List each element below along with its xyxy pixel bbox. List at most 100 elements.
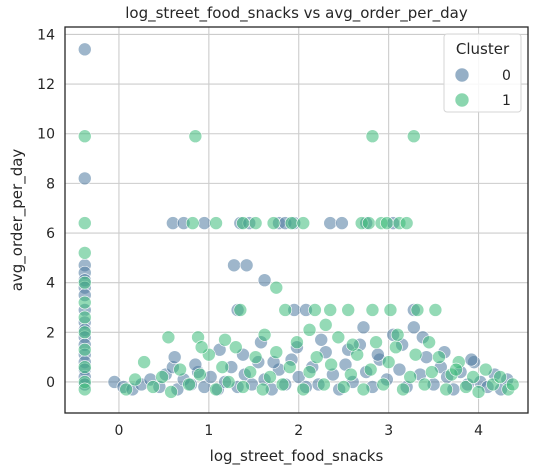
data-point-cluster-1	[471, 385, 486, 399]
data-point-cluster-1	[428, 303, 443, 317]
data-point-cluster-1	[284, 216, 299, 230]
data-point-cluster-1	[302, 365, 317, 379]
data-point-cluster-1	[243, 365, 257, 379]
data-point-cluster-1	[128, 372, 142, 387]
data-point-cluster-1	[302, 323, 317, 337]
data-point-cluster-1	[389, 340, 403, 355]
data-point-cluster-1	[478, 362, 493, 377]
data-point-cluster-1	[137, 355, 151, 369]
data-point-cluster-1	[236, 380, 250, 394]
data-point-cluster-0	[167, 350, 182, 364]
data-point-cluster-1	[77, 360, 92, 374]
data-point-cluster-1	[331, 330, 346, 345]
data-point-cluster-1	[218, 332, 232, 347]
data-point-cluster-0	[197, 216, 212, 230]
data-point-cluster-1	[403, 370, 418, 384]
data-point-cluster-1	[182, 377, 196, 392]
data-point-cluster-1	[505, 377, 520, 392]
data-point-cluster-1	[323, 303, 338, 317]
data-point-cluster-1	[248, 350, 263, 364]
data-point-cluster-1	[369, 335, 383, 350]
x-axis-title: log_street_food_snacks	[210, 447, 384, 466]
data-point-cluster-1	[161, 330, 176, 345]
data-point-cluster-1	[229, 340, 243, 355]
legend-title: Cluster	[456, 40, 510, 58]
y-tick-label: 4	[46, 276, 55, 292]
data-point-cluster-1	[432, 350, 446, 364]
legend-marker-0	[454, 67, 470, 83]
data-point-cluster-1	[77, 246, 92, 260]
data-point-cluster-1	[356, 382, 371, 397]
data-point-cluster-1	[439, 382, 453, 397]
y-tick-label: 10	[37, 127, 55, 143]
data-point-cluster-1	[407, 129, 421, 144]
data-point-cluster-1	[77, 295, 92, 310]
data-point-cluster-0	[77, 42, 92, 57]
x-tick-label: 3	[384, 423, 393, 439]
data-point-cluster-1	[278, 303, 293, 317]
data-point-cluster-1	[194, 340, 209, 355]
data-point-cluster-1	[221, 375, 236, 389]
data-point-cluster-1	[77, 342, 92, 357]
y-tick-label: 2	[46, 325, 55, 341]
data-point-cluster-1	[466, 370, 480, 384]
data-point-cluster-0	[227, 258, 241, 273]
data-point-cluster-1	[77, 275, 92, 290]
legend: Cluster 01	[443, 33, 522, 113]
data-point-cluster-1	[296, 216, 311, 230]
data-point-cluster-1	[380, 216, 394, 230]
y-tick-label: 12	[37, 77, 55, 93]
data-point-cluster-1	[408, 347, 423, 362]
data-point-cluster-1	[396, 382, 410, 397]
data-point-cluster-1	[296, 382, 311, 397]
data-point-cluster-1	[119, 382, 133, 397]
y-tick-label: 8	[46, 176, 55, 192]
plot-frame	[64, 26, 529, 414]
data-point-cluster-0	[407, 320, 421, 335]
data-point-cluster-1	[390, 328, 405, 342]
data-point-cluster-1	[255, 382, 270, 397]
data-point-cluster-1	[317, 377, 331, 392]
x-tick-label: 2	[294, 423, 303, 439]
data-point-cluster-1	[209, 216, 223, 230]
data-point-cluster-0	[356, 320, 371, 335]
data-point-cluster-1	[336, 380, 351, 394]
legend-label-0: 0	[502, 68, 511, 84]
x-tick-label: 4	[474, 423, 483, 439]
data-point-cluster-1	[493, 370, 507, 384]
data-point-cluster-1	[146, 380, 160, 394]
data-point-cluster-1	[263, 370, 277, 384]
data-point-cluster-1	[344, 367, 358, 382]
data-point-cluster-1	[269, 345, 284, 359]
data-point-cluster-1	[365, 129, 380, 144]
data-point-cluster-1	[193, 367, 207, 382]
data-point-cluster-1	[164, 385, 178, 399]
y-tick-label: 0	[46, 375, 55, 391]
y-tick-label: 6	[46, 226, 55, 242]
data-point-cluster-1	[248, 216, 263, 230]
data-point-cluster-1	[410, 303, 425, 317]
data-point-cluster-0	[464, 352, 479, 367]
data-point-cluster-1	[417, 377, 432, 392]
y-tick-labels: 0 2 4 6 8 10 12 14	[37, 27, 55, 391]
y-axis-title: avg_order_per_day	[8, 149, 27, 292]
data-point-cluster-0	[77, 171, 92, 186]
data-point-cluster-1	[77, 382, 92, 397]
data-point-cluster-1	[173, 362, 187, 377]
data-point-cluster-0	[239, 258, 254, 273]
data-point-cluster-1	[275, 377, 290, 392]
data-point-cluster-1	[266, 216, 281, 230]
data-point-cluster-1	[422, 335, 436, 350]
data-point-cluster-1	[257, 328, 272, 342]
legend-marker-1	[454, 92, 470, 108]
data-point-cluster-1	[77, 310, 92, 325]
data-point-cluster-1	[236, 216, 250, 230]
data-point-cluster-1	[290, 335, 304, 350]
x-tick-label: 1	[204, 423, 213, 439]
data-point-cluster-0	[392, 362, 407, 377]
scatter-points	[77, 42, 520, 399]
data-point-cluster-1	[425, 365, 439, 379]
data-point-cluster-0	[371, 347, 385, 362]
data-point-cluster-1	[363, 362, 378, 377]
x-tick-labels: 0 1 2 3 4	[114, 423, 483, 439]
